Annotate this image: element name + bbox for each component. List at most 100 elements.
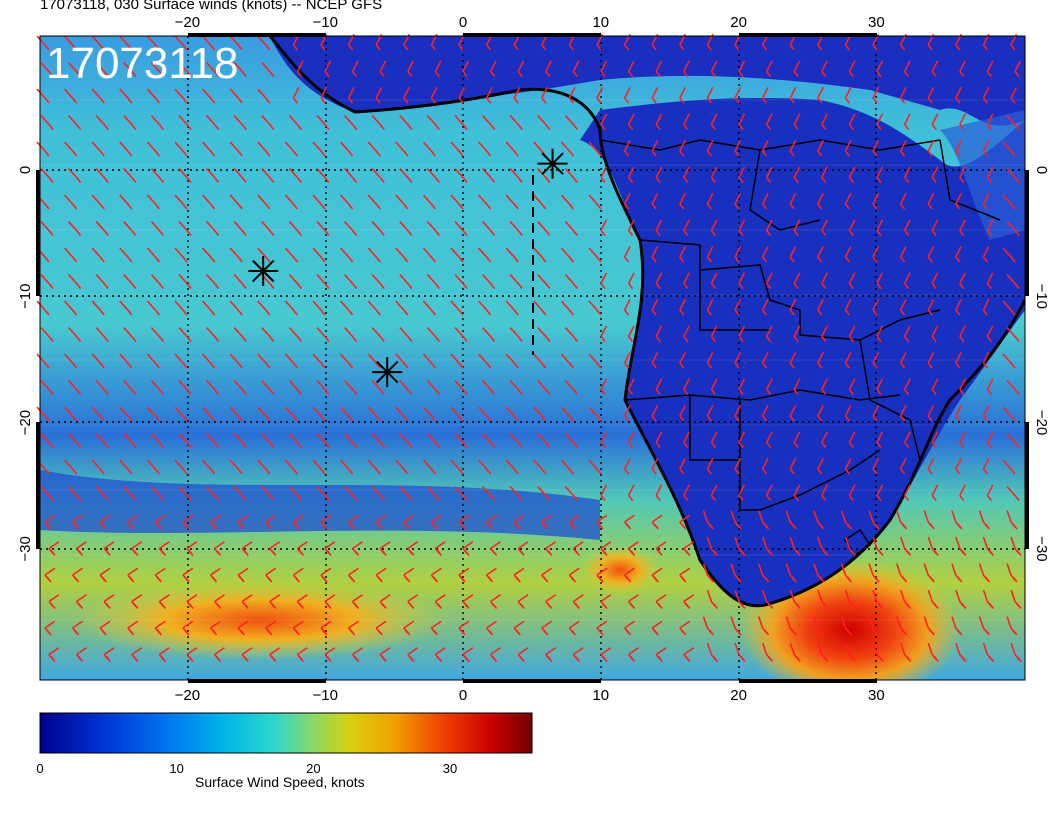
wind-barb [154, 620, 166, 636]
wind-barb [785, 510, 797, 530]
wind-barb [174, 459, 188, 475]
wind-barb [241, 594, 253, 609]
wind-barb [817, 404, 824, 422]
wind-barb [813, 510, 825, 530]
wind-barb [982, 139, 990, 157]
wind-barb [789, 404, 797, 422]
wind-barb [174, 194, 188, 210]
wind-barb [485, 567, 497, 583]
wind-barb [738, 60, 746, 77]
wind-speed-field [40, 36, 1025, 680]
wind-barb [206, 221, 220, 236]
wind-barb [426, 115, 441, 130]
wind-barb [119, 247, 133, 263]
wind-barb [793, 166, 801, 183]
wind-barb [1002, 406, 1016, 422]
wind-barb [817, 589, 829, 609]
wind-barb [600, 113, 608, 130]
wind-barb [478, 353, 492, 369]
wind-barb [1006, 221, 1020, 236]
wind-barb [765, 219, 773, 236]
wind-barb [91, 88, 105, 104]
wind-barb [730, 510, 742, 530]
wind-barb [793, 378, 801, 395]
wind-barb [651, 404, 659, 422]
wind-barb [312, 406, 326, 422]
wind-barb [821, 431, 828, 448]
wind-barb [844, 642, 857, 662]
wind-barb [821, 484, 828, 501]
wind-barb [395, 300, 409, 316]
wind-barb [316, 115, 330, 130]
wind-barb [478, 247, 492, 263]
wind-barb [430, 86, 438, 104]
wind-barb [91, 141, 105, 157]
wind-barb [91, 300, 105, 316]
wind-barb [458, 514, 470, 530]
wind-barb [817, 139, 824, 157]
wind-barb [560, 459, 575, 475]
wind-barb [868, 563, 880, 583]
wind-barb [537, 380, 551, 395]
wind-barb [588, 459, 602, 475]
wind-barb [395, 141, 409, 157]
wind-barb [284, 247, 299, 263]
wind-barb [186, 541, 198, 556]
wind-barb [95, 115, 109, 130]
wind-barb [178, 380, 192, 395]
wind-barb [146, 35, 161, 51]
wind-barb [233, 486, 247, 501]
wind-barb [821, 60, 828, 77]
wind-barb [454, 486, 468, 501]
wind-barb [679, 298, 686, 316]
wind-barb [848, 272, 856, 289]
wind-barb [209, 567, 221, 583]
wind-barb [182, 620, 194, 636]
wind-barb [426, 327, 441, 342]
wind-barb [931, 484, 939, 501]
wind-barb [844, 351, 852, 369]
wind-barb [64, 406, 78, 422]
wind-barb [174, 406, 188, 422]
wind-barb [955, 192, 962, 210]
wind-barb [765, 325, 773, 342]
wind-barb [683, 484, 690, 501]
wind-barb [927, 642, 939, 662]
wind-barb [95, 168, 109, 183]
wind-barb [123, 433, 137, 448]
wind-barb [430, 567, 442, 583]
wind-barb [986, 113, 994, 130]
wind-barb [375, 620, 387, 636]
wind-barb [683, 647, 695, 662]
wind-barb [482, 433, 496, 448]
wind-barb [261, 486, 275, 501]
wind-barb [679, 245, 686, 263]
wind-barb [178, 62, 192, 77]
wind-barb [68, 62, 82, 77]
wind-barb [895, 616, 908, 636]
wind-barb [789, 536, 801, 556]
wind-barb [655, 431, 663, 448]
wind-barb [454, 115, 468, 130]
wind-barb [233, 221, 247, 236]
wind-barb [241, 647, 253, 662]
wind-barb [375, 514, 387, 530]
wind-barb [876, 484, 884, 501]
wind-barb [596, 86, 604, 104]
wind-barb [1006, 168, 1020, 183]
y-tick-right: −10 [1033, 284, 1050, 309]
wind-barb [651, 457, 659, 475]
wind-barb [462, 60, 470, 77]
wind-barb [560, 300, 575, 316]
country-borders [599, 139, 1001, 557]
wind-barb [600, 594, 612, 609]
wind-barb [284, 141, 299, 157]
wind-barb [257, 35, 271, 51]
wind-barb [316, 168, 330, 183]
wind-barb [955, 298, 962, 316]
wind-barb [588, 300, 602, 316]
wind-barb [178, 221, 192, 236]
wind-barb [1006, 274, 1020, 289]
wind-barb [955, 404, 962, 422]
wind-barb [765, 166, 773, 183]
